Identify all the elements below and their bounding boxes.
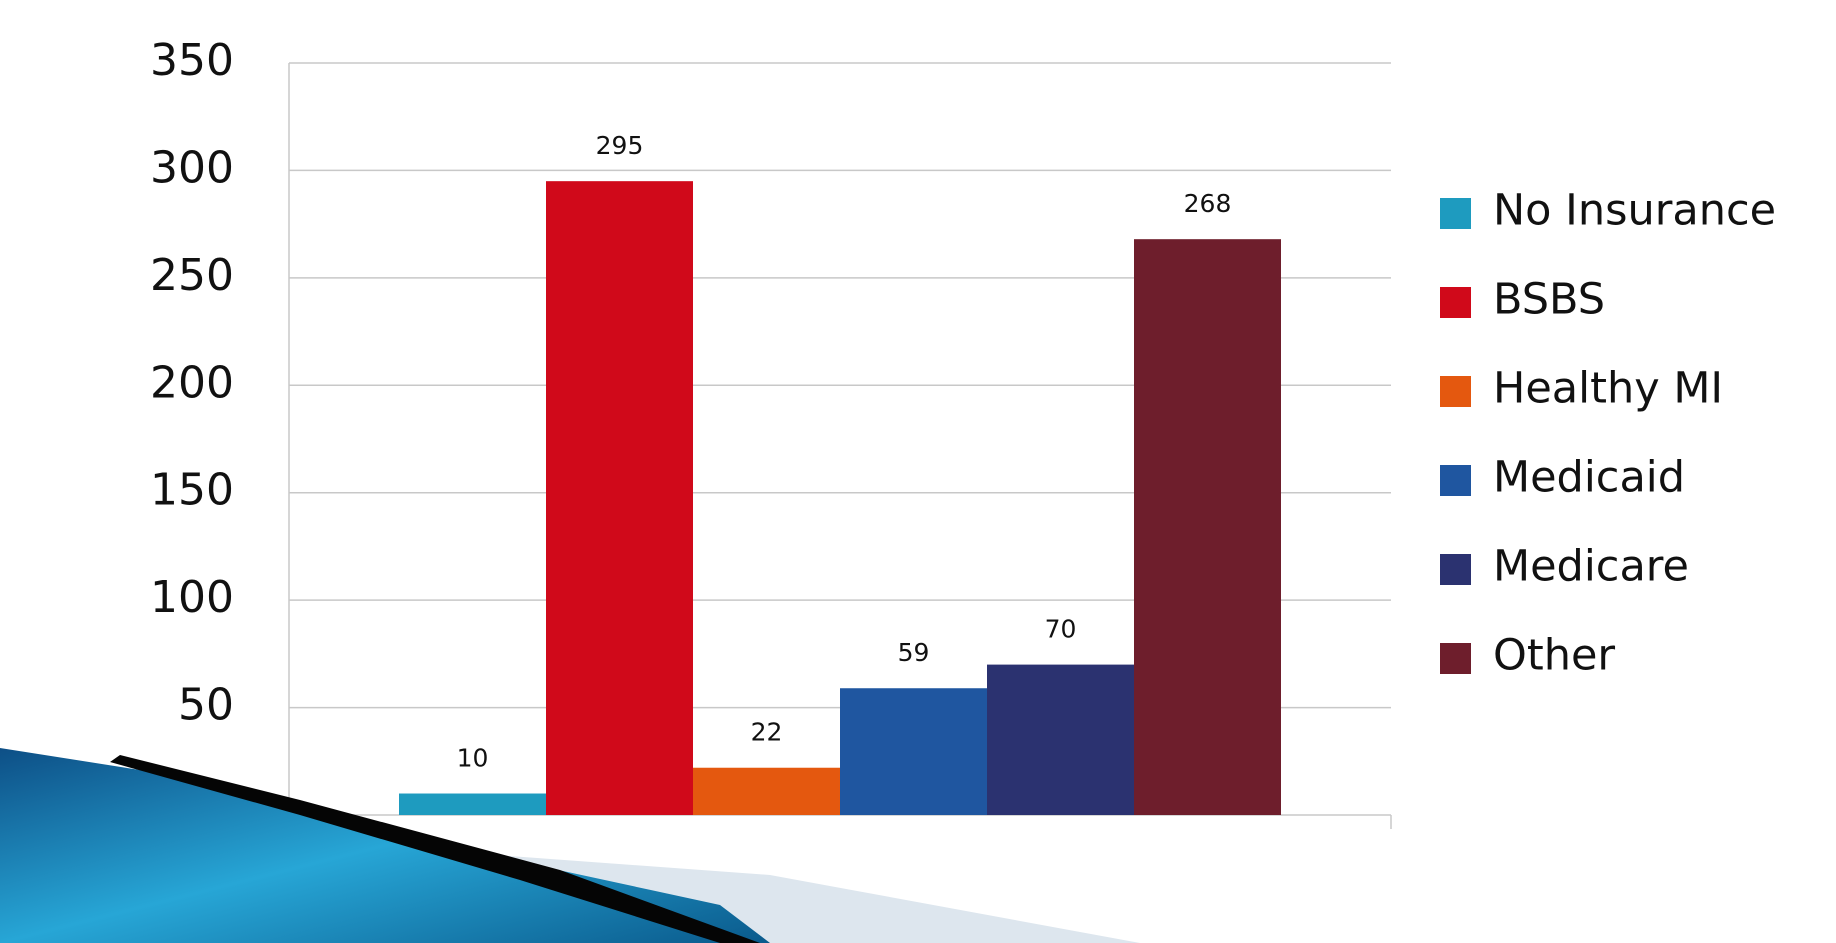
- legend-swatch: [1440, 198, 1471, 229]
- legend-swatch: [1440, 643, 1471, 674]
- data-label: 22: [751, 718, 783, 747]
- y-tick-label: 350: [150, 35, 234, 86]
- y-tick-label: 250: [150, 250, 234, 301]
- bar: [399, 793, 546, 815]
- bar: [546, 181, 693, 815]
- data-label: 295: [596, 131, 644, 160]
- data-label: 268: [1184, 189, 1232, 218]
- data-label: 10: [457, 744, 489, 773]
- y-tick-label: 50: [178, 680, 234, 731]
- swoosh-black: [110, 755, 760, 943]
- bar: [693, 767, 840, 815]
- legend-label: Other: [1493, 631, 1615, 681]
- y-tick-label: 100: [150, 572, 234, 623]
- legend-label: No Insurance: [1493, 186, 1776, 236]
- legend-swatch: [1440, 376, 1471, 407]
- bar: [840, 688, 987, 815]
- data-label: 59: [898, 638, 930, 667]
- legend-swatch: [1440, 554, 1471, 585]
- legend-label: BSBS: [1493, 275, 1605, 325]
- data-label: 70: [1045, 615, 1077, 644]
- legend-label: Medicare: [1493, 542, 1689, 592]
- legend-swatch: [1440, 465, 1471, 496]
- y-tick-label: 200: [150, 357, 234, 408]
- legend-swatch: [1440, 287, 1471, 318]
- decoration-swoosh: [0, 748, 1140, 943]
- y-tick-label: 150: [150, 465, 234, 516]
- legend-label: Healthy MI: [1493, 364, 1723, 414]
- bar: [987, 664, 1134, 815]
- y-tick-label: 300: [150, 142, 234, 193]
- bar: [1134, 239, 1281, 815]
- legend-label: Medicaid: [1493, 453, 1685, 503]
